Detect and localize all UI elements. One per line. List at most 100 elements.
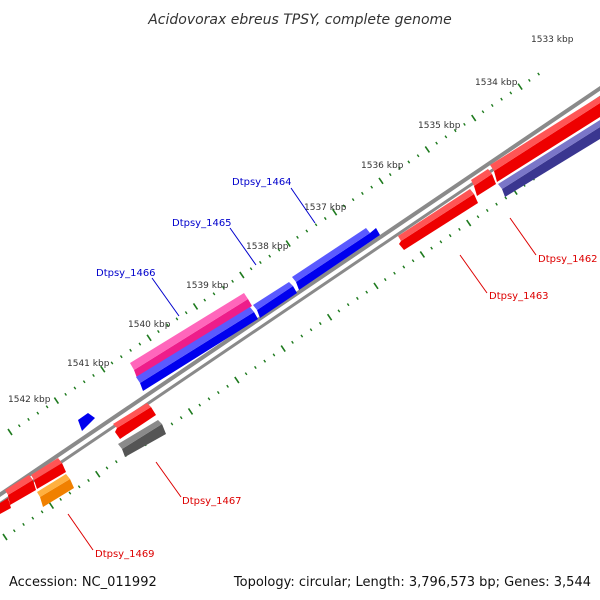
scale-tick (373, 282, 379, 290)
scale-tick (234, 376, 240, 384)
scale-tick (82, 380, 86, 384)
leader-1464 (290, 187, 316, 224)
gene-label-1467[interactable]: Dtpsy_1467 (182, 496, 242, 507)
scale-tick (430, 246, 433, 250)
scale-tick (207, 397, 211, 401)
scale-tick (27, 417, 30, 421)
scale-label-1542: 1542 kbp (8, 395, 51, 405)
scale-label-1541: 1541 kbp (67, 359, 110, 369)
scale-tick (77, 485, 81, 489)
scale-tick (192, 302, 199, 310)
accession-text: Accession: NC_011992 (9, 575, 157, 590)
gene-label-1469[interactable]: Dtpsy_1469 (95, 549, 155, 560)
scale-tick (331, 208, 338, 216)
gene-feature-small-blue[interactable] (78, 413, 95, 431)
scale-tick (537, 72, 540, 76)
scale-tick (471, 114, 477, 122)
scale-tick (300, 334, 304, 338)
scale-tick (346, 303, 350, 307)
label-leaders (67, 187, 537, 551)
scale-tick (378, 177, 384, 185)
scale-tick (509, 91, 513, 95)
scale-tick (351, 198, 355, 202)
gene-feature-1467[interactable] (115, 407, 156, 439)
gene-feature-1464[interactable] (296, 228, 380, 290)
scale-tick (138, 342, 142, 346)
scale-tick (466, 219, 472, 227)
scale-tick (337, 309, 341, 313)
gene-label-1465[interactable]: Dtpsy_1465 (172, 218, 232, 229)
leader-1469 (67, 513, 94, 551)
scale-label-1536: 1536 kbp (361, 161, 404, 171)
gene-feature-red-small[interactable] (474, 174, 496, 196)
gene-label-1463[interactable]: Dtpsy_1463 (489, 291, 549, 302)
scale-tick (119, 355, 123, 359)
gene-feature-1466-shadow (130, 293, 248, 370)
gene-label-1464[interactable]: Dtpsy_1464 (232, 177, 292, 188)
scale-label-1533: 1533 kbp (531, 35, 574, 45)
scale-tick (263, 359, 267, 363)
gene-feature-1462[interactable] (494, 103, 600, 182)
map-title: Acidovorax ebreus TPSY, complete genome (147, 12, 452, 28)
leader-1463 (459, 254, 488, 294)
gene-feature-red-ll1[interactable] (34, 463, 66, 489)
gene-label-1466[interactable]: Dtpsy_1466 (96, 268, 156, 279)
gene-feature-grey[interactable] (122, 424, 166, 457)
scale-tick (254, 365, 257, 369)
scale-tick (361, 191, 364, 195)
scale-tick (314, 223, 318, 227)
gene-feature-1466[interactable] (134, 299, 252, 378)
scale-tick (231, 279, 234, 283)
scale-tick (326, 313, 333, 321)
scale-tick (179, 416, 183, 420)
scale-tick (259, 260, 262, 264)
summary-text: Topology: circular; Length: 3,796,573 bp… (233, 575, 591, 590)
scale-labels: 1533 kbp 1534 kbp 1535 kbp 1536 kbp 1537… (8, 35, 574, 405)
scale-tick (342, 204, 346, 208)
scale-tick (370, 185, 374, 189)
scale-tick (129, 348, 132, 352)
scale-tick (64, 392, 67, 396)
scale-tick (244, 372, 248, 376)
scale-tick (277, 248, 281, 252)
scale-tick (7, 428, 13, 436)
scale-tick (68, 491, 72, 495)
reverse-genes (0, 96, 600, 514)
scale-tick (45, 405, 49, 409)
scale-tick (272, 353, 276, 357)
scale-label-1535: 1535 kbp (418, 121, 461, 131)
scale-tick (198, 403, 202, 407)
scale-tick (448, 234, 452, 238)
scale-tick (476, 215, 480, 219)
scale-tick (87, 478, 90, 482)
scale-tick (444, 135, 448, 139)
scale-tick (239, 271, 245, 279)
gene-feature-blue-lower[interactable] (140, 312, 258, 391)
scale-tick (2, 533, 8, 541)
gene-feature-1469-shadow (37, 474, 70, 497)
scale-tick (36, 411, 40, 415)
gene-feature-navy[interactable] (502, 127, 600, 197)
scale-tick (481, 110, 485, 114)
scale-tick (453, 129, 457, 133)
scale-tick (356, 296, 359, 300)
gene-feature-red-ll2[interactable] (8, 480, 36, 505)
gene-feature-1465[interactable] (257, 286, 297, 318)
scale-tick (249, 267, 253, 271)
forward-genes (78, 228, 380, 431)
scale-tick (221, 286, 225, 290)
leader-1465 (229, 227, 257, 266)
scale-tick (40, 510, 44, 514)
scale-tick (323, 216, 327, 221)
scale-label-1537: 1537 kbp (304, 203, 347, 213)
gene-feature-red-ll3[interactable] (0, 498, 11, 514)
scale-tick (393, 271, 396, 275)
scale-label-1540: 1540 kbp (128, 320, 171, 330)
gene-label-1462[interactable]: Dtpsy_1462 (538, 254, 598, 265)
gene-feature-1469[interactable] (40, 479, 74, 507)
gene-feature-1463[interactable] (399, 194, 478, 250)
scale-tick (285, 240, 291, 248)
scale-tick (59, 497, 62, 501)
scale-tick (175, 317, 179, 321)
scale-tick (17, 424, 21, 428)
